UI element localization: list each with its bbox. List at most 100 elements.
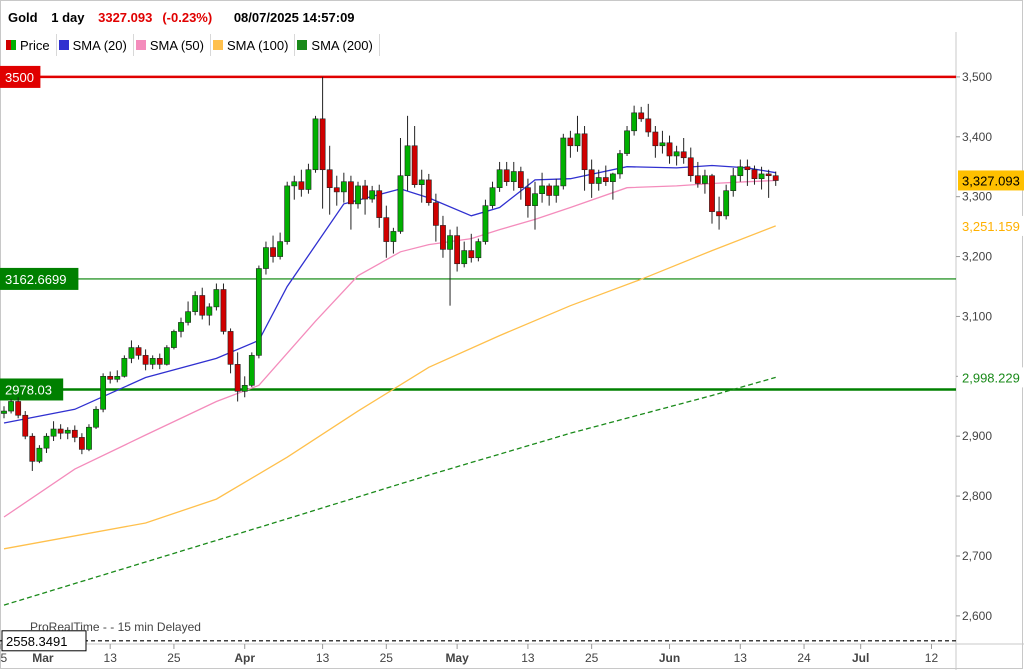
candle-body xyxy=(383,217,390,242)
candle-body xyxy=(716,211,722,217)
candle-body xyxy=(8,401,14,412)
candle-body xyxy=(440,225,446,250)
candle-body xyxy=(369,190,376,200)
level-tag xyxy=(0,65,41,88)
candle-body xyxy=(694,175,701,184)
sma-line-20 xyxy=(3,164,776,424)
candle-body xyxy=(284,185,291,242)
candle-body xyxy=(213,289,220,308)
candle-body xyxy=(673,151,680,157)
candle-body xyxy=(156,358,163,365)
y-tick-label: 3,400 xyxy=(962,130,992,144)
legend-swatch xyxy=(135,40,146,50)
legend-item-sma-50[interactable]: SMA (50) xyxy=(134,34,211,56)
candle-body xyxy=(93,408,99,428)
level-tag-label: 2558.3491 xyxy=(6,634,67,649)
candle-body xyxy=(248,355,255,386)
candle-body xyxy=(454,235,461,265)
candle-body xyxy=(333,187,340,193)
candle-body xyxy=(751,169,758,180)
candle-body xyxy=(574,133,581,147)
x-tick-label: 25 xyxy=(585,651,599,665)
symbol-name: Gold xyxy=(8,10,38,25)
candle-body xyxy=(142,355,149,365)
sma-line-200 xyxy=(3,376,776,606)
last-price-tag-bg xyxy=(958,170,1024,191)
candle-body xyxy=(326,169,333,188)
y-tick-label: 3,200 xyxy=(962,250,992,264)
candle-body xyxy=(765,173,772,177)
legend-label: Price xyxy=(20,37,50,53)
candle-body xyxy=(737,166,744,177)
candle-body xyxy=(114,376,121,380)
candle-body xyxy=(199,295,206,316)
candle-body xyxy=(539,185,545,194)
level-tag xyxy=(0,378,64,401)
candle-body xyxy=(645,118,652,133)
candle-body xyxy=(312,118,319,171)
candle-body xyxy=(255,268,262,356)
candle-body xyxy=(57,428,64,434)
x-tick-label: 12 xyxy=(925,651,939,665)
source-note: ProRealTime - - 15 min Delayed xyxy=(30,620,201,634)
x-tick-label: 13 xyxy=(734,651,748,665)
legend-label: SMA (100) xyxy=(227,37,289,53)
x-tick-label: 13 xyxy=(316,651,330,665)
legend-item-sma-100[interactable]: SMA (100) xyxy=(211,34,296,56)
candle-body xyxy=(234,364,241,392)
candle-body xyxy=(71,429,78,438)
legend-item-sma-20[interactable]: SMA (20) xyxy=(57,34,134,56)
candle-body xyxy=(220,289,227,332)
candle-body xyxy=(709,175,715,212)
sma-line-50 xyxy=(3,179,776,518)
candle-body xyxy=(652,131,659,147)
sma200-value-tag-bg xyxy=(958,367,1024,388)
candle-body xyxy=(411,145,418,186)
legend-item-sma-200[interactable]: SMA (200) xyxy=(295,34,380,56)
candle-body xyxy=(503,169,510,183)
x-tick-label: Jul xyxy=(852,651,869,665)
candle-body xyxy=(50,428,57,437)
x-tick-label: May xyxy=(445,651,469,665)
candle-body xyxy=(447,235,453,250)
legend-label: SMA (50) xyxy=(149,37,204,53)
candle-body xyxy=(100,376,107,410)
candle-body xyxy=(510,171,517,183)
candle-body xyxy=(489,187,496,206)
candle-body xyxy=(525,187,531,206)
sma200-value-tag: 2,998.229 xyxy=(962,370,1020,385)
legend-swatch xyxy=(297,40,308,50)
candle-body xyxy=(631,112,638,132)
period-label[interactable]: 1 day xyxy=(51,10,85,25)
candle-body xyxy=(659,142,666,147)
candle-body xyxy=(241,385,248,392)
candle-body xyxy=(418,179,425,186)
candle-body xyxy=(617,153,623,175)
candle-body xyxy=(772,175,779,181)
candle-body xyxy=(36,447,43,462)
last-price-tag: 3,327.093 xyxy=(962,173,1020,188)
candle-body xyxy=(581,133,588,171)
candle-body xyxy=(609,173,616,183)
candle-body xyxy=(340,181,347,193)
candle-body xyxy=(29,435,36,462)
legend-item-price[interactable]: Price xyxy=(4,34,57,56)
y-tick-label: 2,900 xyxy=(962,429,992,443)
x-tick-label: 13 xyxy=(521,651,535,665)
candle-body xyxy=(149,358,156,365)
candle-body xyxy=(567,137,574,147)
candle-body xyxy=(404,145,411,177)
candle-body xyxy=(702,175,708,184)
candle-body xyxy=(496,169,503,188)
x-tick-label: 25 xyxy=(0,651,7,665)
candle-body xyxy=(532,193,538,206)
x-tick-label: 25 xyxy=(167,651,181,665)
candle-body xyxy=(432,202,439,226)
candle-body xyxy=(135,347,142,356)
level-tag-label: 2978.03 xyxy=(5,382,52,397)
candle-body xyxy=(475,241,482,259)
legend-swatch xyxy=(213,40,223,50)
x-tick-label: 24 xyxy=(797,651,811,665)
legend-swatch xyxy=(6,40,16,50)
x-tick-label: Mar xyxy=(32,651,54,665)
